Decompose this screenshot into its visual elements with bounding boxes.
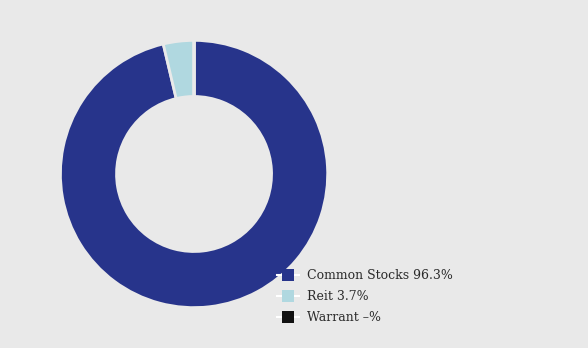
Wedge shape <box>163 40 194 98</box>
Wedge shape <box>61 40 328 308</box>
Legend: Common Stocks 96.3%, Reit 3.7%, Warrant –%: Common Stocks 96.3%, Reit 3.7%, Warrant … <box>276 269 453 324</box>
